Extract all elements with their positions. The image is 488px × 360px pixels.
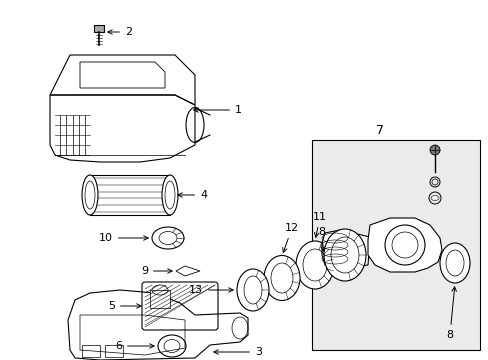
Polygon shape [321,230,369,268]
Text: 5: 5 [108,301,141,311]
Ellipse shape [237,269,268,311]
Text: 2: 2 [108,27,132,37]
Bar [90,175,170,215]
Text: 3: 3 [213,347,262,357]
Ellipse shape [162,175,178,215]
Text: 8: 8 [317,227,325,251]
Ellipse shape [439,243,469,283]
Bar [150,290,170,308]
Bar [82,345,100,357]
Text: 7: 7 [375,123,383,136]
Ellipse shape [295,241,333,289]
Text: 1: 1 [193,105,242,115]
Circle shape [429,145,439,155]
Ellipse shape [82,175,98,215]
Text: 11: 11 [312,212,326,237]
Ellipse shape [264,256,299,301]
Text: 12: 12 [282,223,299,252]
Polygon shape [367,218,441,272]
Bar [94,25,104,32]
Text: 13: 13 [189,285,233,295]
Bar [311,140,479,350]
Bar [105,345,123,357]
Text: 8: 8 [446,287,455,340]
Text: 10: 10 [99,233,148,243]
Text: 6: 6 [115,341,154,351]
Text: 9: 9 [141,266,172,276]
Text: 4: 4 [178,190,207,200]
Ellipse shape [324,229,365,281]
